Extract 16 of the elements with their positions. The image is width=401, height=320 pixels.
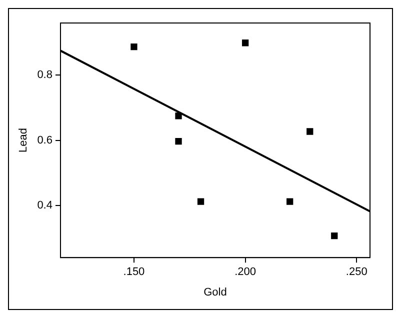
point: [331, 232, 338, 240]
x-tick-label: .200: [234, 266, 256, 278]
point: [175, 112, 182, 120]
x-axis-title: Gold: [204, 286, 227, 298]
point: [306, 128, 314, 135]
point: [242, 40, 249, 46]
point: [130, 43, 138, 50]
y-tick-label: 0.4: [37, 200, 52, 212]
x-tick-label: .150: [123, 266, 145, 278]
point: [286, 198, 294, 205]
point: [175, 138, 182, 145]
y-tick-label: 0.6: [37, 134, 52, 146]
point: [197, 198, 204, 205]
y-axis-title: Lead: [18, 128, 30, 153]
y-tick-label: 0.8: [37, 69, 52, 82]
x-tick-label: .250: [346, 266, 368, 278]
